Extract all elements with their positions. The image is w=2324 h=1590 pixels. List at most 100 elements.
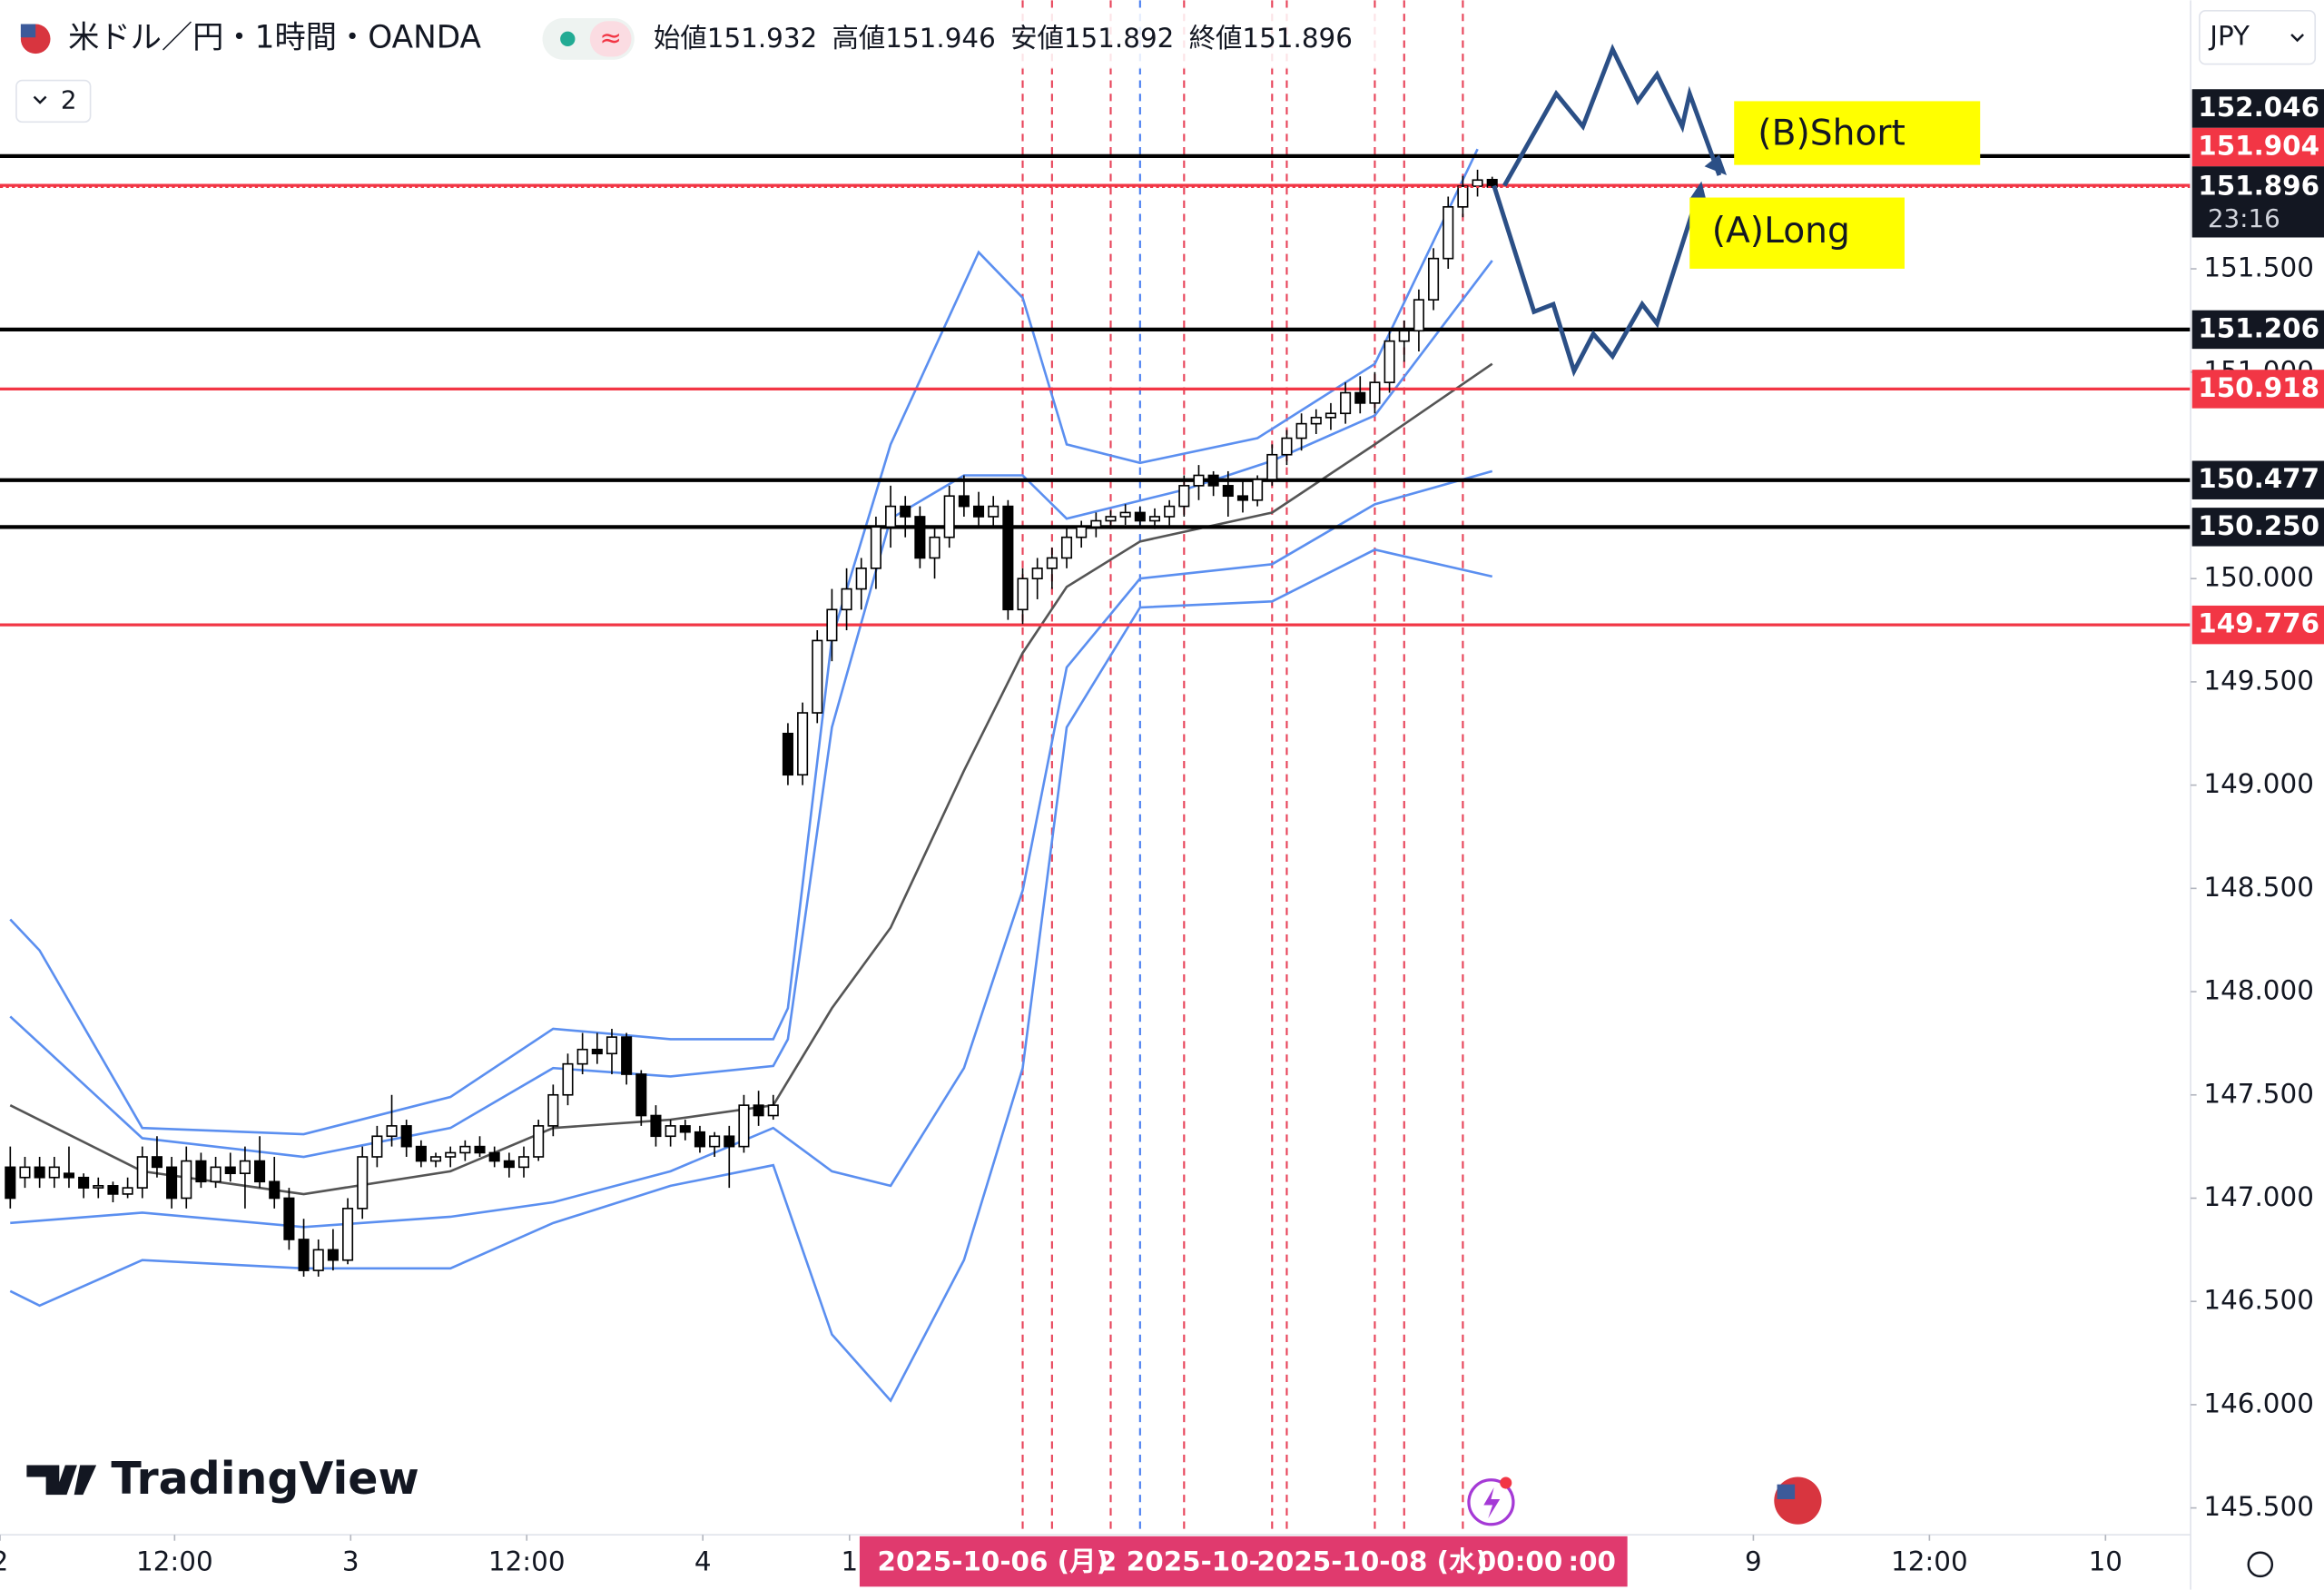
candle-body [1310,416,1322,425]
x-tick-label: 12:00 [136,1546,213,1577]
candle-body [210,1166,222,1183]
candle-body [826,608,838,642]
candle-body [136,1156,148,1189]
candle-body [312,1249,324,1271]
candle-body [988,505,1000,518]
y-tick-label: 145.500 [2203,1491,2313,1522]
last-price-label: 151.896 [2198,170,2319,201]
candle-body [1119,511,1131,518]
candle-body [1398,330,1410,342]
candle-body [797,712,809,776]
candle-body [224,1166,236,1175]
settings-icon[interactable] [2247,1551,2274,1578]
candle-body [679,1125,691,1133]
crosshair-time-label: :00 [1568,1546,1616,1577]
x-tick-label: 3 [342,1546,359,1577]
annotation: (B)Short [1758,113,1905,153]
level-label-box [2191,310,2324,350]
candle-body [767,1104,779,1117]
candle-body [1384,340,1395,383]
level-label: 150.918 [2198,372,2319,403]
y-tick-label: 147.500 [2203,1078,2313,1109]
candle-body [1148,516,1161,522]
candle-body [533,1125,545,1158]
candle-body [357,1156,369,1210]
candle-body [1354,391,1366,404]
chevron [2290,34,2305,43]
symbol-flag [20,24,36,38]
event-icon [1774,1476,1822,1525]
level-label-box [2191,89,2324,128]
crosshair-time-label: 2025-10-08 (水) [1256,1546,1487,1577]
indicator-line [9,148,1479,1136]
level-label: 151.206 [2198,312,2319,343]
candle-body [386,1125,398,1138]
short-projection [1502,44,1722,187]
candle-body [1105,516,1117,522]
candle-body [93,1185,104,1189]
candle-body [885,505,897,528]
candle-body [1060,536,1073,559]
candle-body [503,1160,515,1169]
crosshair-time-label: 00:00 [1478,1546,1563,1577]
candle-body [1413,299,1424,332]
symbol[interactable]: 米ドル／円・1時間・OANDA [68,19,481,55]
y-tick-label: 151.500 [2203,252,2313,283]
indicator-count[interactable]: 2 [61,84,77,114]
level-label: 152.046 [2198,92,2319,123]
candle-body [1472,179,1483,187]
candle-body [929,536,940,559]
x-tick-label: 9 [1745,1546,1762,1577]
candle-body [900,505,911,518]
indicator-toggle[interactable] [15,79,92,123]
annotation-box [1689,197,1905,269]
candle-body [914,516,926,559]
candle-body [19,1166,31,1179]
candle-body [1076,526,1088,538]
candle-body [591,1048,603,1055]
candle-body [63,1172,75,1179]
candle-body [650,1114,662,1138]
y-tick-label: 148.500 [2203,872,2313,903]
candle-body [5,1166,16,1200]
candle-body [166,1166,178,1200]
last-price-box [2191,166,2324,238]
header-bg [0,9,1386,69]
candle-body [1369,381,1381,404]
candle-body [958,495,970,508]
crosshair-time-label: 2025-10-06 (月) [878,1546,1108,1577]
x-tick-label: 10 [2089,1546,2122,1577]
crosshair-time-label: 2025-10- [1127,1546,1260,1577]
candle-body [298,1239,310,1271]
annotation: (A)Long [1712,211,1850,252]
y-tick-label: 146.500 [2203,1285,2313,1316]
candle-body [1164,505,1176,518]
y-tick-label: 150.000 [2203,562,2313,593]
candle-body [1178,485,1190,508]
candle-body [1340,391,1352,415]
arrow-head [1704,154,1728,176]
watermark: TradingView [26,1453,419,1505]
status-dot [560,31,576,47]
candle-body [400,1125,412,1148]
candle-body [327,1249,339,1261]
candle-body [1134,511,1146,522]
y-tick-label: 149.500 [2203,665,2313,696]
crosshair-time-box [859,1536,1628,1587]
watermark-text: TradingView [111,1453,419,1505]
y-tick-label: 147.000 [2203,1181,2313,1212]
drawings: (B)Short (A)Long [1492,44,1981,377]
candle-body [943,495,955,538]
candle-body [1222,485,1234,498]
candle-body [1207,474,1219,487]
candle-body [855,568,867,590]
annotation-box [1734,101,1981,165]
currency-button[interactable] [2199,10,2317,65]
currency[interactable]: JPY [2208,21,2250,52]
candle-body [1266,453,1278,480]
x-tick-label: 4 [694,1546,712,1577]
candle-body [606,1036,618,1055]
candle-body [239,1160,251,1175]
candle-body [1193,474,1205,487]
